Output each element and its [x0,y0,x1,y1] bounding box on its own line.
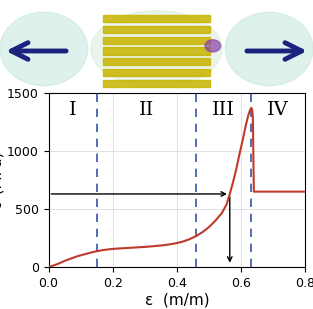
Bar [103,15,210,23]
Text: III: III [212,101,235,119]
Bar [103,69,210,76]
Ellipse shape [0,12,88,86]
Ellipse shape [225,12,313,86]
Bar [103,26,210,33]
Text: I: I [69,101,76,119]
Text: II: II [139,101,154,119]
Bar [103,58,210,65]
Bar [103,37,210,44]
Bar [103,47,210,55]
Ellipse shape [205,40,221,52]
Text: IV: IV [267,101,289,119]
Bar [103,79,210,87]
X-axis label: ε  (m/m): ε (m/m) [145,293,209,308]
Y-axis label: σ (MPa): σ (MPa) [0,151,4,209]
Ellipse shape [91,11,222,87]
